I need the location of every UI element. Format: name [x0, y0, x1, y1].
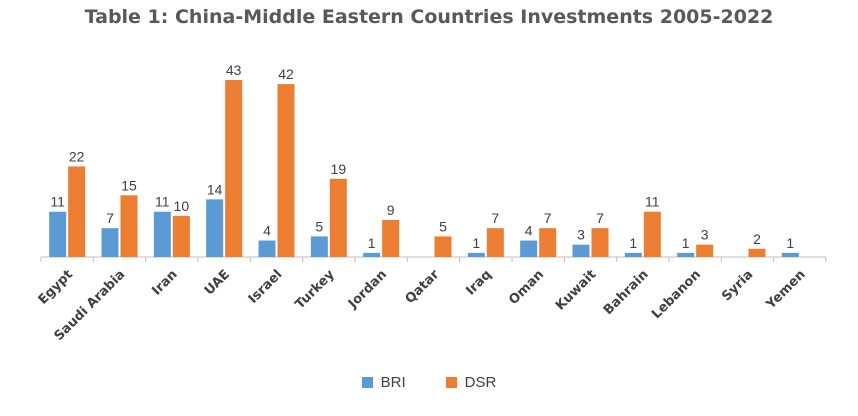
bar-bri: [101, 228, 119, 257]
data-label-bri: 1: [368, 235, 376, 251]
bar-dsr: [172, 215, 190, 257]
data-label-dsr: 5: [439, 218, 447, 234]
x-tick-label: Iraq: [463, 267, 494, 298]
bar-bri: [520, 240, 538, 257]
data-label-dsr: 15: [121, 177, 137, 193]
data-label-dsr: 10: [174, 198, 190, 214]
data-label-bri: 1: [629, 235, 637, 251]
data-label-dsr: 19: [331, 161, 347, 177]
bar-dsr: [225, 80, 243, 257]
x-tick-label: Bahrain: [601, 267, 652, 318]
x-tick-label: UAE: [202, 267, 233, 298]
bar-dsr: [748, 248, 766, 257]
data-label-bri: 1: [786, 235, 794, 251]
x-tick-label: Jordan: [345, 267, 390, 312]
chart-title: Table 1: China-Middle Eastern Countries …: [84, 6, 774, 28]
legend: BRI DSR: [0, 374, 858, 391]
x-tick-label: Lebanon: [649, 267, 704, 322]
bar-bri: [624, 252, 642, 257]
bar-dsr: [382, 219, 400, 257]
bar-dsr: [591, 228, 609, 257]
data-label-dsr: 11: [645, 194, 660, 210]
bar-dsr: [277, 84, 295, 258]
bar-dsr: [120, 195, 138, 257]
x-tick-label: Iran: [149, 267, 180, 298]
bar-bri: [781, 252, 799, 257]
x-tick-label: Kuwait: [553, 267, 599, 313]
bar-dsr: [643, 211, 661, 257]
data-label-dsr: 42: [278, 66, 294, 82]
bar-dsr: [486, 228, 504, 257]
data-label-bri: 7: [106, 210, 114, 226]
x-tick-label: Yemen: [763, 267, 809, 313]
bar-dsr: [539, 228, 557, 257]
x-tick-label: Syria: [719, 267, 756, 304]
data-label-bri: 11: [155, 194, 170, 210]
legend-item-bri: BRI: [361, 374, 406, 391]
bar-bri: [572, 244, 590, 257]
bar-bri: [677, 252, 695, 257]
bar-dsr: [329, 178, 347, 257]
data-label-bri: 5: [315, 218, 323, 234]
data-label-dsr: 43: [226, 62, 242, 78]
x-tick-label: Qatar: [403, 267, 443, 307]
legend-label-bri: BRI: [380, 374, 406, 391]
bar-bri: [206, 199, 224, 257]
legend-label-dsr: DSR: [464, 374, 497, 391]
x-tick-label: Oman: [506, 267, 547, 308]
bar-bri: [467, 252, 485, 257]
data-label-bri: 1: [472, 235, 480, 251]
data-label-dsr: 7: [596, 210, 604, 226]
bar-dsr: [696, 244, 714, 257]
bar-bri: [363, 252, 381, 257]
data-label-bri: 1: [682, 235, 690, 251]
x-tick-label: Israel: [246, 267, 286, 307]
bar-bri: [310, 236, 328, 257]
data-label-dsr: 7: [491, 210, 499, 226]
data-label-bri: 11: [50, 194, 65, 210]
legend-swatch-bri: [361, 377, 373, 388]
data-label-dsr: 9: [387, 202, 395, 218]
bar-dsr: [434, 236, 452, 257]
data-label-bri: 3: [577, 227, 585, 243]
x-tick-label: Turkey: [293, 267, 338, 312]
legend-item-dsr: DSR: [445, 374, 497, 391]
data-label-dsr: 7: [544, 210, 552, 226]
bar-bri: [49, 211, 67, 257]
data-label-dsr: 3: [701, 227, 709, 243]
data-label-bri: 14: [207, 181, 223, 197]
bar-bri: [258, 240, 276, 257]
data-label-bri: 4: [263, 223, 271, 239]
x-tick-label: Egypt: [36, 267, 76, 307]
data-label-dsr: 2: [753, 231, 761, 247]
legend-swatch-dsr: [445, 377, 457, 388]
data-label-bri: 4: [525, 223, 533, 239]
data-label-dsr: 22: [69, 148, 85, 164]
bar-dsr: [68, 166, 86, 257]
bar-bri: [153, 211, 171, 257]
